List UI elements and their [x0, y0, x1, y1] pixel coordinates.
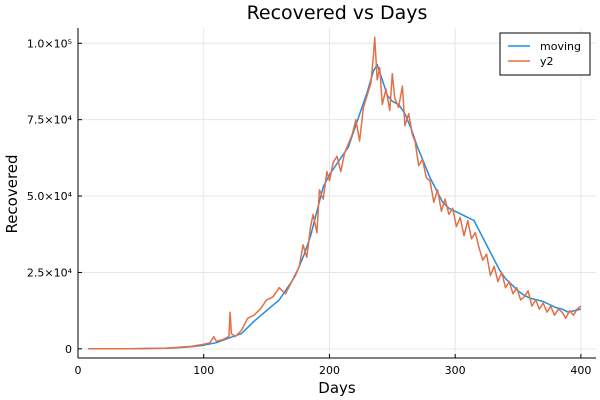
grid-lines — [77, 28, 596, 358]
y-tick-label: 2.5×10⁴ — [27, 266, 73, 279]
legend-box — [499, 32, 591, 76]
y-tick-label: 1.0×10⁵ — [27, 37, 72, 50]
series-line-y2 — [88, 36, 582, 350]
y-tick-label: 7.5×10⁴ — [27, 114, 73, 127]
x-axis-label: Days — [318, 379, 356, 397]
y-tick-label: 0 — [65, 343, 72, 356]
legend: moving y2 — [499, 32, 591, 76]
y-axis-label: Recovered — [3, 154, 21, 233]
x-tick-label: 200 — [319, 364, 340, 377]
legend-label-moving: moving — [540, 40, 581, 53]
x-tick-label: 0 — [75, 364, 82, 377]
x-tick-label: 400 — [570, 364, 591, 377]
chart-title: Recovered vs Days — [247, 2, 428, 24]
y-tick-label: 5.0×10⁴ — [27, 190, 73, 203]
legend-label-y2: y2 — [540, 55, 554, 68]
x-tick-label: 100 — [193, 364, 214, 377]
series-lines — [88, 36, 582, 350]
x-tick-label: 300 — [445, 364, 466, 377]
series-line-moving — [88, 63, 582, 350]
axes: 0 100 200 300 400 0 2.5×10⁴ 5.0×10⁴ 7.5×10⁴ 1.0×1… — [27, 28, 596, 377]
